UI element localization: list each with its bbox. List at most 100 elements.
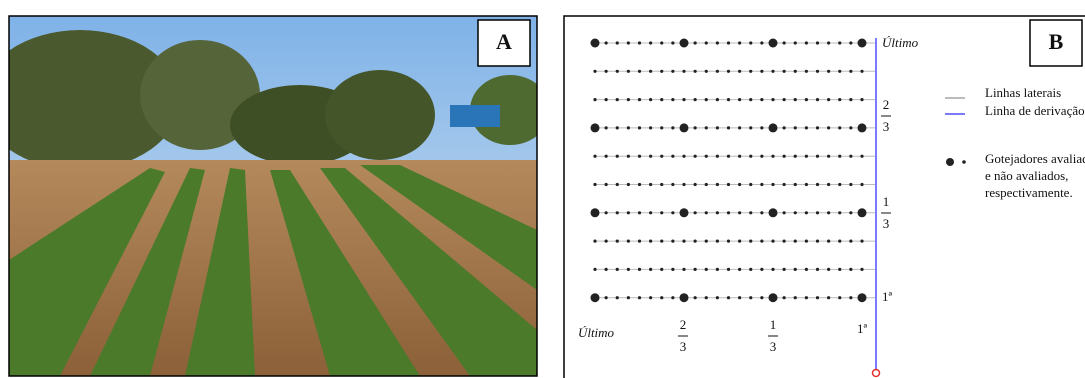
emitter (783, 268, 786, 271)
emitter (649, 98, 652, 101)
emitter (616, 70, 619, 73)
emitter (649, 240, 652, 243)
emitter (638, 98, 641, 101)
emitter (805, 155, 808, 158)
emitter (605, 296, 608, 299)
legend-text: Gotejadores avaliados (985, 151, 1085, 166)
emitter (593, 155, 596, 158)
evaluated-emitter (769, 293, 778, 302)
emitter (716, 70, 719, 73)
legend-swatch (962, 160, 966, 164)
emitter (794, 41, 797, 44)
column-label: Último (578, 325, 615, 340)
evaluated-emitter (680, 293, 689, 302)
emitter (760, 70, 763, 73)
emitter (660, 296, 663, 299)
emitter (849, 296, 852, 299)
evaluated-emitter (858, 123, 867, 132)
emitter (749, 98, 752, 101)
emitter (827, 296, 830, 299)
emitter (649, 126, 652, 129)
emitter (638, 126, 641, 129)
emitter (694, 296, 697, 299)
emitter (660, 155, 663, 158)
emitter (749, 70, 752, 73)
emitter (738, 211, 741, 214)
column-label: 2 (680, 317, 687, 332)
emitter (771, 268, 774, 271)
emitter (794, 211, 797, 214)
emitter (827, 268, 830, 271)
emitter (671, 98, 674, 101)
emitter (716, 183, 719, 186)
emitter (727, 183, 730, 186)
emitter (860, 268, 863, 271)
emitter (682, 268, 685, 271)
emitter (738, 70, 741, 73)
emitter (738, 240, 741, 243)
emitter (816, 240, 819, 243)
emitter (616, 268, 619, 271)
emitter (749, 240, 752, 243)
emitter (705, 183, 708, 186)
emitter (671, 211, 674, 214)
emitter (794, 126, 797, 129)
emitter (849, 98, 852, 101)
emitter (649, 268, 652, 271)
emitter (849, 183, 852, 186)
emitter (838, 155, 841, 158)
emitter (638, 268, 641, 271)
emitter (860, 70, 863, 73)
emitter (783, 296, 786, 299)
emitter (794, 70, 797, 73)
emitter (671, 183, 674, 186)
emitter (738, 296, 741, 299)
evaluated-emitter (769, 39, 778, 48)
emitter (694, 126, 697, 129)
emitter (727, 126, 730, 129)
emitter (705, 98, 708, 101)
emitter (805, 240, 808, 243)
legend-text: e não avaliados, (985, 168, 1068, 183)
emitter (805, 183, 808, 186)
emitter (727, 296, 730, 299)
emitter (593, 70, 596, 73)
emitter (849, 240, 852, 243)
row-label: 3 (883, 216, 890, 231)
emitter (716, 41, 719, 44)
emitter (794, 98, 797, 101)
emitter (749, 41, 752, 44)
emitter (605, 41, 608, 44)
emitter (682, 240, 685, 243)
row-label: 3 (883, 119, 890, 134)
column-label: 1ª (857, 321, 868, 336)
emitter (805, 41, 808, 44)
emitter (605, 240, 608, 243)
emitter (671, 70, 674, 73)
emitter (705, 268, 708, 271)
emitter (705, 126, 708, 129)
figure: A B Último 2 3 1 3 1ª Último 2 3 1 3 1ª … (0, 0, 1085, 378)
emitter (627, 70, 630, 73)
emitter (849, 41, 852, 44)
emitter (760, 126, 763, 129)
emitter (805, 296, 808, 299)
emitter (694, 211, 697, 214)
emitter (671, 155, 674, 158)
emitter (671, 296, 674, 299)
emitter (716, 155, 719, 158)
emitter (694, 41, 697, 44)
emitter (671, 240, 674, 243)
emitter (816, 296, 819, 299)
emitter (660, 70, 663, 73)
emitter (616, 296, 619, 299)
emitter (760, 41, 763, 44)
emitter (849, 211, 852, 214)
evaluated-emitter (591, 293, 600, 302)
row-label: 1 (883, 194, 890, 209)
emitter (694, 98, 697, 101)
emitter (860, 183, 863, 186)
emitter (649, 41, 652, 44)
emitter (716, 211, 719, 214)
emitter (705, 296, 708, 299)
